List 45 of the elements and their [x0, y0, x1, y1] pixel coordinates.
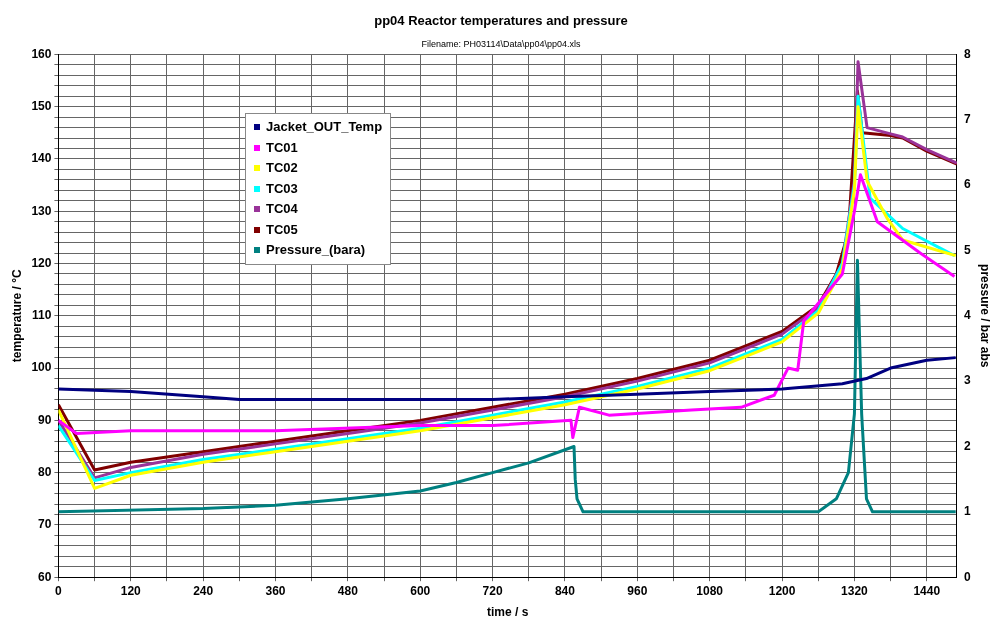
y2-tick-label: 2 — [963, 438, 971, 453]
chart-title: pp04 Reactor temperatures and pressure — [374, 13, 628, 29]
legend-label: TC05 — [266, 220, 298, 239]
y2-tick-label: 4 — [963, 308, 971, 323]
y2-tick-label: 6 — [963, 177, 971, 192]
legend-label: TC04 — [266, 200, 298, 218]
y-tick-label: 80 — [38, 464, 52, 479]
x-tick-label: 720 — [482, 583, 503, 598]
y-tick-label: 140 — [31, 151, 52, 166]
y-tick-label: 160 — [31, 46, 52, 61]
x-tick-label: 1320 — [841, 583, 869, 598]
x-tick-label: 1080 — [696, 583, 724, 598]
y2-tick-label: 3 — [963, 373, 971, 388]
x-tick-label: 1200 — [768, 583, 796, 598]
legend-label: Pressure_(bara) — [266, 241, 365, 259]
y2-axis-title: pressure / bar abs — [978, 264, 993, 368]
x-tick-label: 0 — [55, 583, 63, 598]
x-tick-label: 120 — [120, 583, 142, 598]
legend-label: TC02 — [266, 159, 298, 177]
y-tick-label: 130 — [31, 203, 52, 218]
y2-tick-label: 5 — [963, 242, 971, 257]
y2-tick-label: 0 — [963, 569, 971, 584]
y-tick-label: 90 — [38, 412, 52, 427]
x-tick-label: 960 — [627, 583, 648, 598]
chart-subtitle: Filename: PH03114\Data\pp04\pp04.xls — [421, 39, 581, 50]
y-axis-title: temperature / °C — [9, 269, 24, 363]
y-tick-label: 70 — [38, 517, 52, 532]
x-tick-label: 600 — [410, 583, 431, 598]
x-axis-title: time / s — [486, 605, 529, 620]
y-tick-label: 110 — [32, 308, 52, 323]
x-tick-label: 840 — [554, 583, 576, 598]
x-tick-label: 240 — [193, 583, 214, 598]
legend-label: TC01 — [266, 138, 298, 157]
y2-tick-label: 7 — [963, 112, 971, 127]
y-tick-label: 100 — [31, 360, 52, 375]
x-tick-label: 1440 — [913, 583, 941, 598]
x-tick-label: 360 — [265, 583, 286, 598]
x-tick-label: 480 — [337, 583, 359, 598]
y-tick-label: 120 — [31, 255, 52, 270]
legend-label: Jacket_OUT_Temp — [266, 118, 383, 136]
legend-label: TC03 — [266, 179, 298, 198]
y2-tick-label: 8 — [963, 46, 971, 61]
y2-tick-label: 1 — [963, 504, 971, 519]
y-tick-label: 150 — [31, 98, 52, 113]
y-tick-label: 60 — [38, 569, 52, 584]
